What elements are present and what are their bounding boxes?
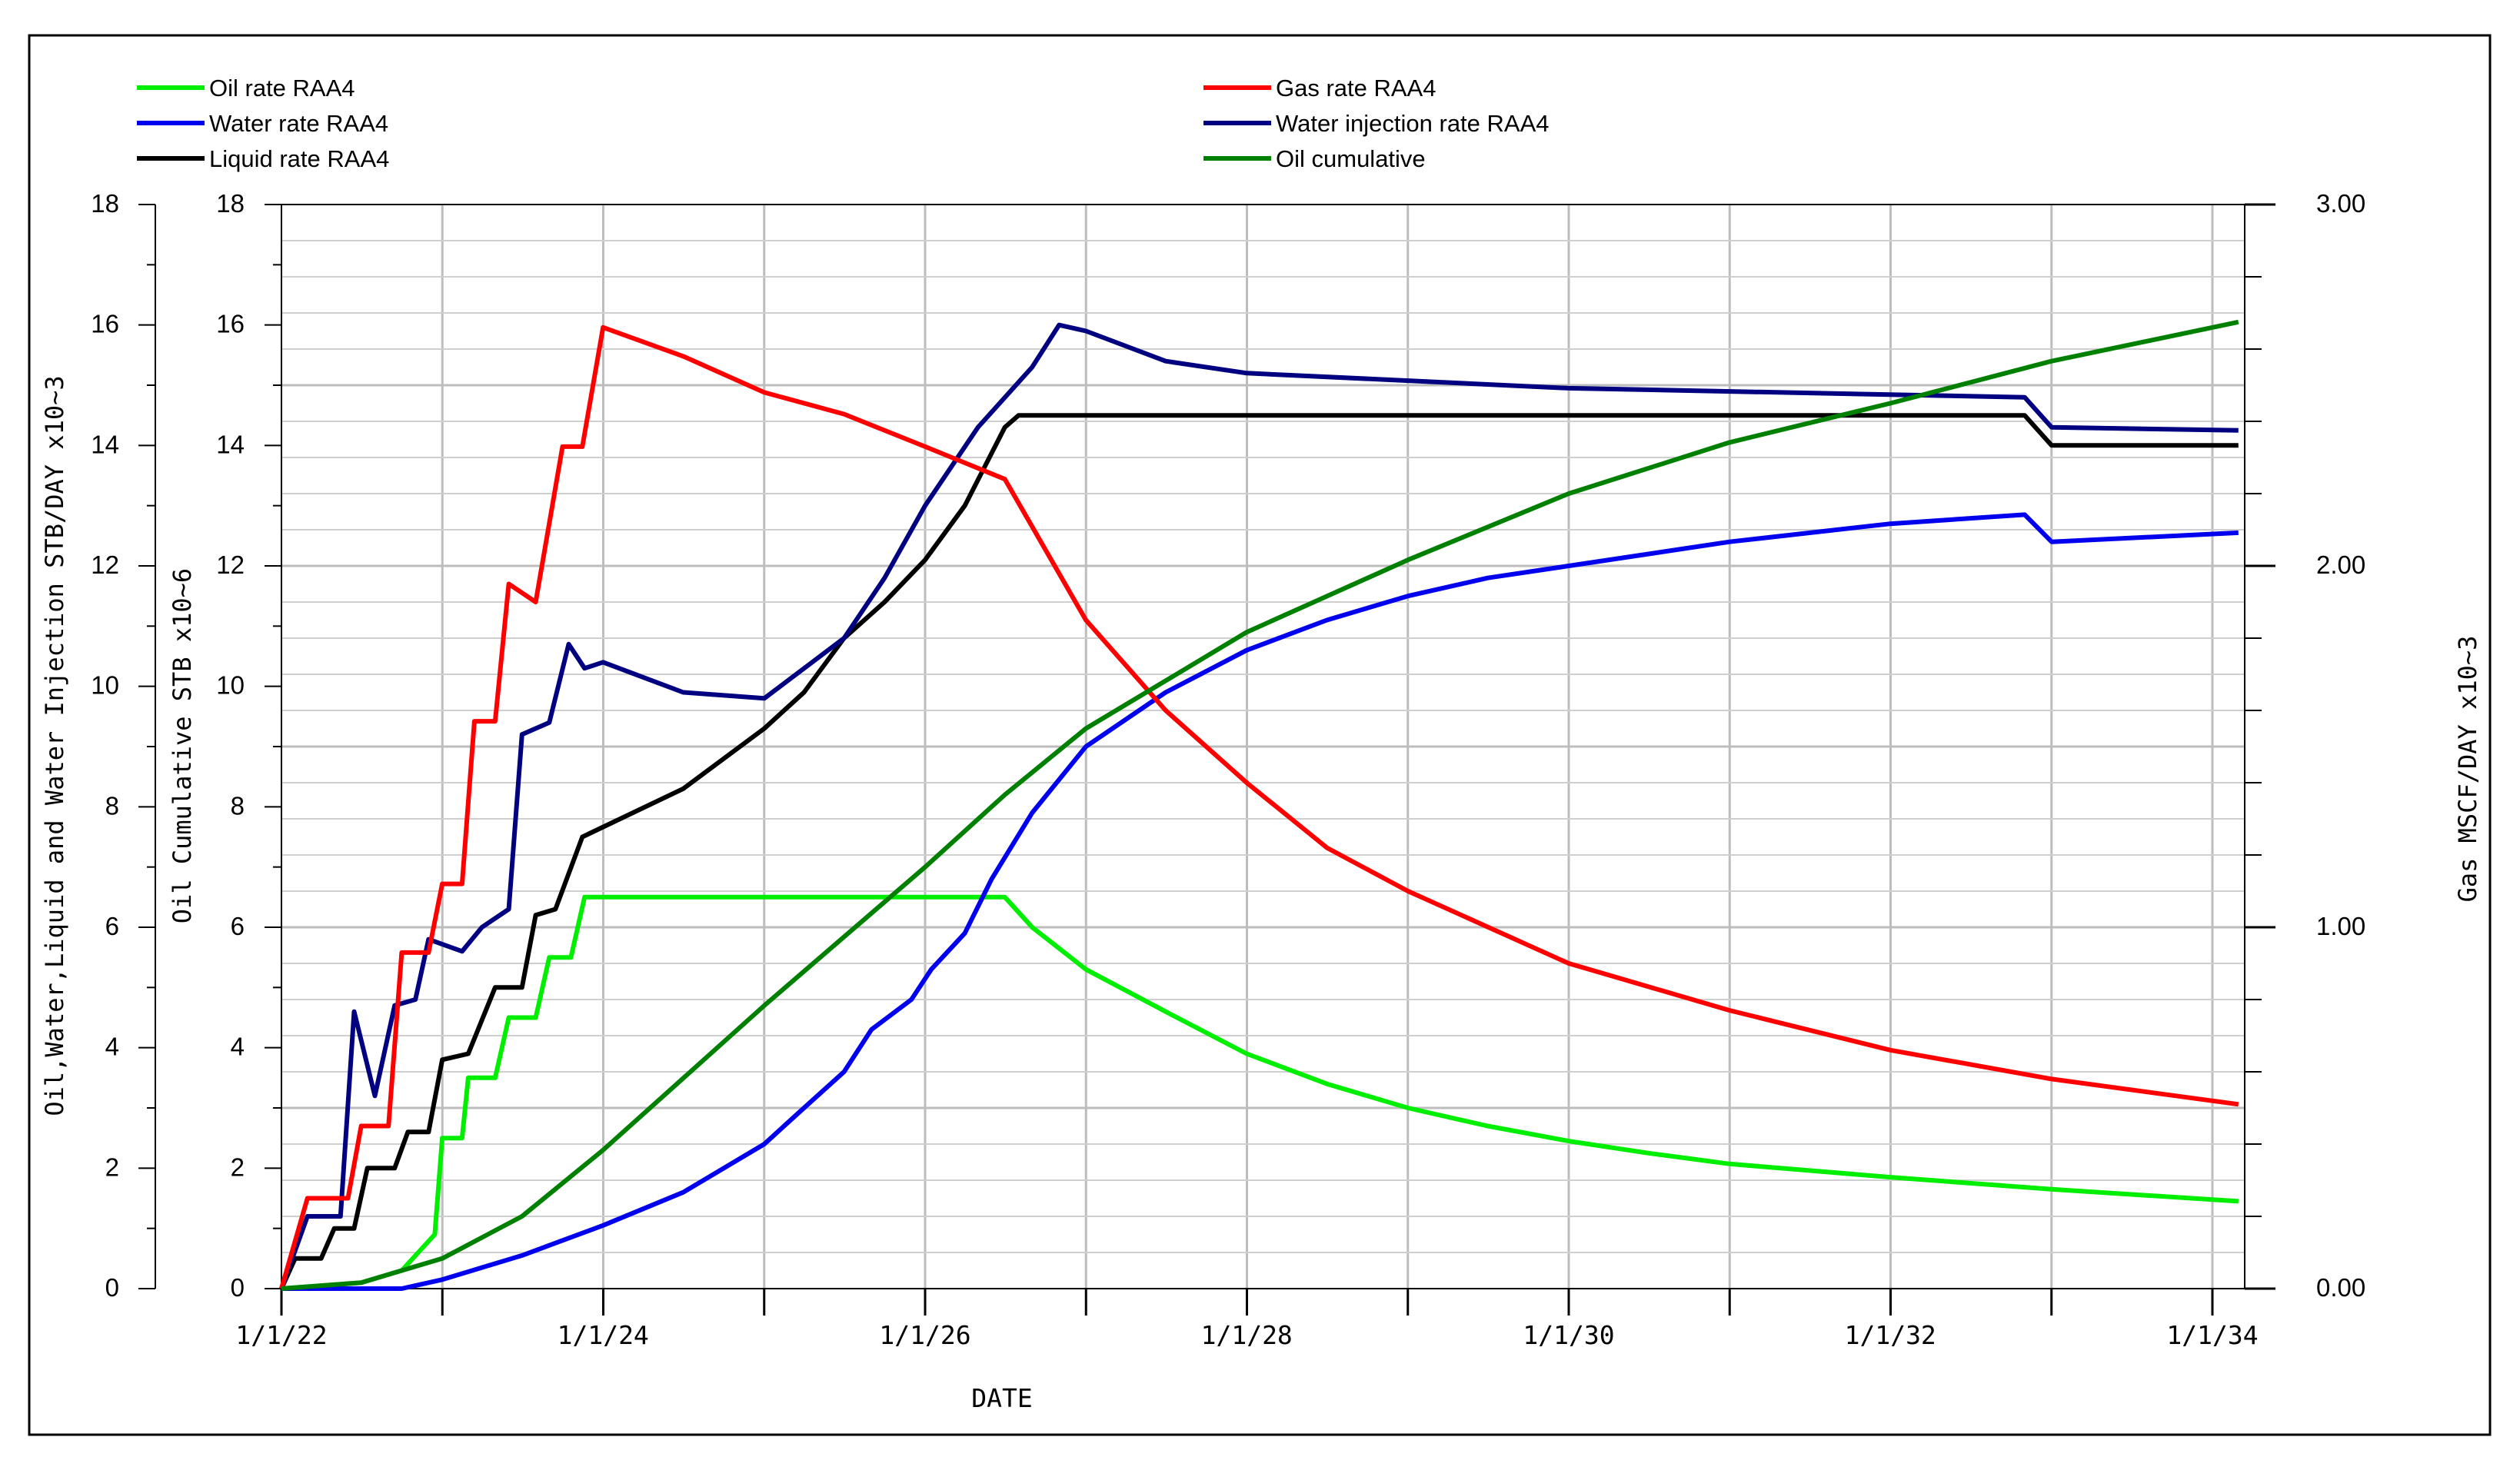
y-tick-label-rates: 10 <box>91 671 119 700</box>
y-tick-label-gas: 0.00 <box>2316 1273 2365 1302</box>
x-tick-label: 1/1/32 <box>1845 1320 1936 1350</box>
y-axis-title-rates: Oil,Water,Liquid and Water Injection STB… <box>40 375 69 1116</box>
x-tick-label: 1/1/30 <box>1523 1320 1614 1350</box>
x-tick-label: 1/1/24 <box>558 1320 649 1350</box>
y-tick-label-rates: 16 <box>91 310 119 338</box>
y-axis-title-gas: Gas MSCF/DAY x10~3 <box>2453 636 2482 903</box>
series-line-water-rate-raa4 <box>281 512 2239 1291</box>
legend: Oil rate RAA4 Water rate RAA4 Liquid rate … <box>137 75 1550 172</box>
y-axis-title-cumulative: Oil Cumulative STB x10~6 <box>168 568 197 923</box>
y-tick-label-rates: 6 <box>105 912 119 940</box>
y-tick-label-gas: 3.00 <box>2316 189 2365 218</box>
y-tick-label-rates: 18 <box>91 189 119 218</box>
x-tick-label: 1/1/26 <box>879 1320 970 1350</box>
y-tick-label-cumulative: 16 <box>216 310 245 338</box>
series-group <box>279 319 2239 1291</box>
legend-label-water-injection-rate-raa4: Water injection rate RAA4 <box>1276 110 1550 137</box>
y-tick-label-cumulative: 12 <box>216 551 245 579</box>
y-tick-label-cumulative: 10 <box>216 671 245 700</box>
y-tick-label-cumulative: 4 <box>231 1033 245 1061</box>
y-tick-label-cumulative: 14 <box>216 430 245 458</box>
y-tick-label-rates: 8 <box>105 791 119 820</box>
x-tick-label: 1/1/22 <box>235 1320 327 1350</box>
x-tick-label: 1/1/34 <box>2166 1320 2258 1350</box>
y-tick-label-rates: 2 <box>105 1153 119 1181</box>
axes: 0 2 4 6 8 10 12 14 16 18 0 2 4 6 8 10 12 14 16 18 0.00 1.00 2.… <box>91 189 2365 1350</box>
frame <box>28 34 2492 1436</box>
x-axis-title: DATE <box>971 1383 1032 1413</box>
y-tick-label-cumulative: 8 <box>231 791 245 820</box>
legend-label-liquid-rate-raa4: Liquid rate RAA4 <box>209 145 389 172</box>
series-line-oil-cumulative <box>281 319 2239 1291</box>
legend-label-gas-rate-raa4: Gas rate RAA4 <box>1276 75 1436 101</box>
y-tick-label-cumulative: 6 <box>231 912 245 940</box>
series-line-liquid-rate-raa4 <box>279 413 2239 1290</box>
y-tick-label-gas: 1.00 <box>2316 912 2365 940</box>
y-tick-label-rates: 12 <box>91 551 119 579</box>
legend-label-oil-cumulative: Oil cumulative <box>1276 145 1426 172</box>
y-tick-label-cumulative: 0 <box>231 1273 245 1302</box>
y-tick-label-rates: 0 <box>105 1273 119 1302</box>
series-line-water-injection-rate-raa4 <box>279 322 2239 1290</box>
legend-label-water-rate-raa4: Water rate RAA4 <box>209 110 388 137</box>
y-tick-label-rates: 14 <box>91 430 119 458</box>
x-tick-label: 1/1/28 <box>1201 1320 1293 1350</box>
y-tick-label-cumulative: 18 <box>216 189 245 218</box>
y-tick-label-rates: 4 <box>105 1033 119 1061</box>
grid <box>281 205 2245 1289</box>
series-line-gas-rate-raa4 <box>279 324 2239 1289</box>
y-tick-label-gas: 2.00 <box>2316 551 2365 579</box>
y-tick-label-cumulative: 2 <box>231 1153 245 1181</box>
legend-label-oil-rate-raa4: Oil rate RAA4 <box>209 75 355 101</box>
series-line-oil-rate-raa4 <box>281 894 2239 1291</box>
